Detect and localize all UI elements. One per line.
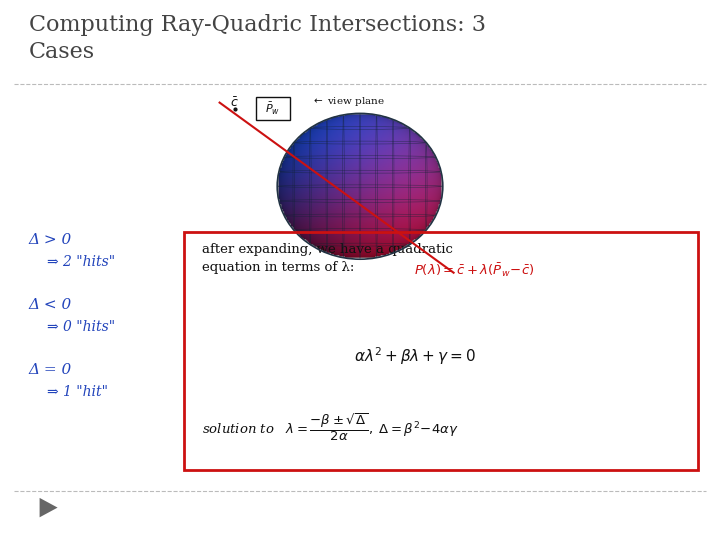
Bar bbox=[184, 232, 698, 470]
Text: Δ > 0: Δ > 0 bbox=[29, 233, 72, 247]
Text: solution to   $\lambda = \dfrac{-\beta \pm \sqrt{\Delta}}{2\alpha}$$,\;\Delta = : solution to $\lambda = \dfrac{-\beta \pm… bbox=[202, 411, 459, 443]
Text: $\leftarrow$ view plane: $\leftarrow$ view plane bbox=[311, 95, 385, 108]
Bar bbox=[256, 97, 290, 120]
Text: $\bar{P}_w$: $\bar{P}_w$ bbox=[264, 100, 280, 117]
Text: ⇒ 0 "hits": ⇒ 0 "hits" bbox=[47, 320, 115, 334]
Text: Computing Ray-Quadric Intersections: 3
Cases: Computing Ray-Quadric Intersections: 3 C… bbox=[29, 14, 486, 63]
Text: $P(\lambda)=\bar{c}+\lambda(\bar{P}_w\!-\!\bar{c})$: $P(\lambda)=\bar{c}+\lambda(\bar{P}_w\!-… bbox=[414, 261, 534, 279]
Text: ⇒ 1 "hit": ⇒ 1 "hit" bbox=[47, 384, 108, 399]
Text: $\alpha\lambda^2 + \beta\lambda + \gamma = 0$: $\alpha\lambda^2 + \beta\lambda + \gamma… bbox=[354, 345, 477, 367]
Text: after expanding, we have a quadratic
equation in terms of λ:: after expanding, we have a quadratic equ… bbox=[202, 243, 452, 274]
Text: ⇒ 2 "hits": ⇒ 2 "hits" bbox=[47, 255, 115, 269]
Text: Δ < 0: Δ < 0 bbox=[29, 298, 72, 312]
Polygon shape bbox=[40, 498, 58, 517]
Text: $\bar{c}$: $\bar{c}$ bbox=[230, 97, 238, 111]
Text: Δ = 0: Δ = 0 bbox=[29, 363, 72, 377]
